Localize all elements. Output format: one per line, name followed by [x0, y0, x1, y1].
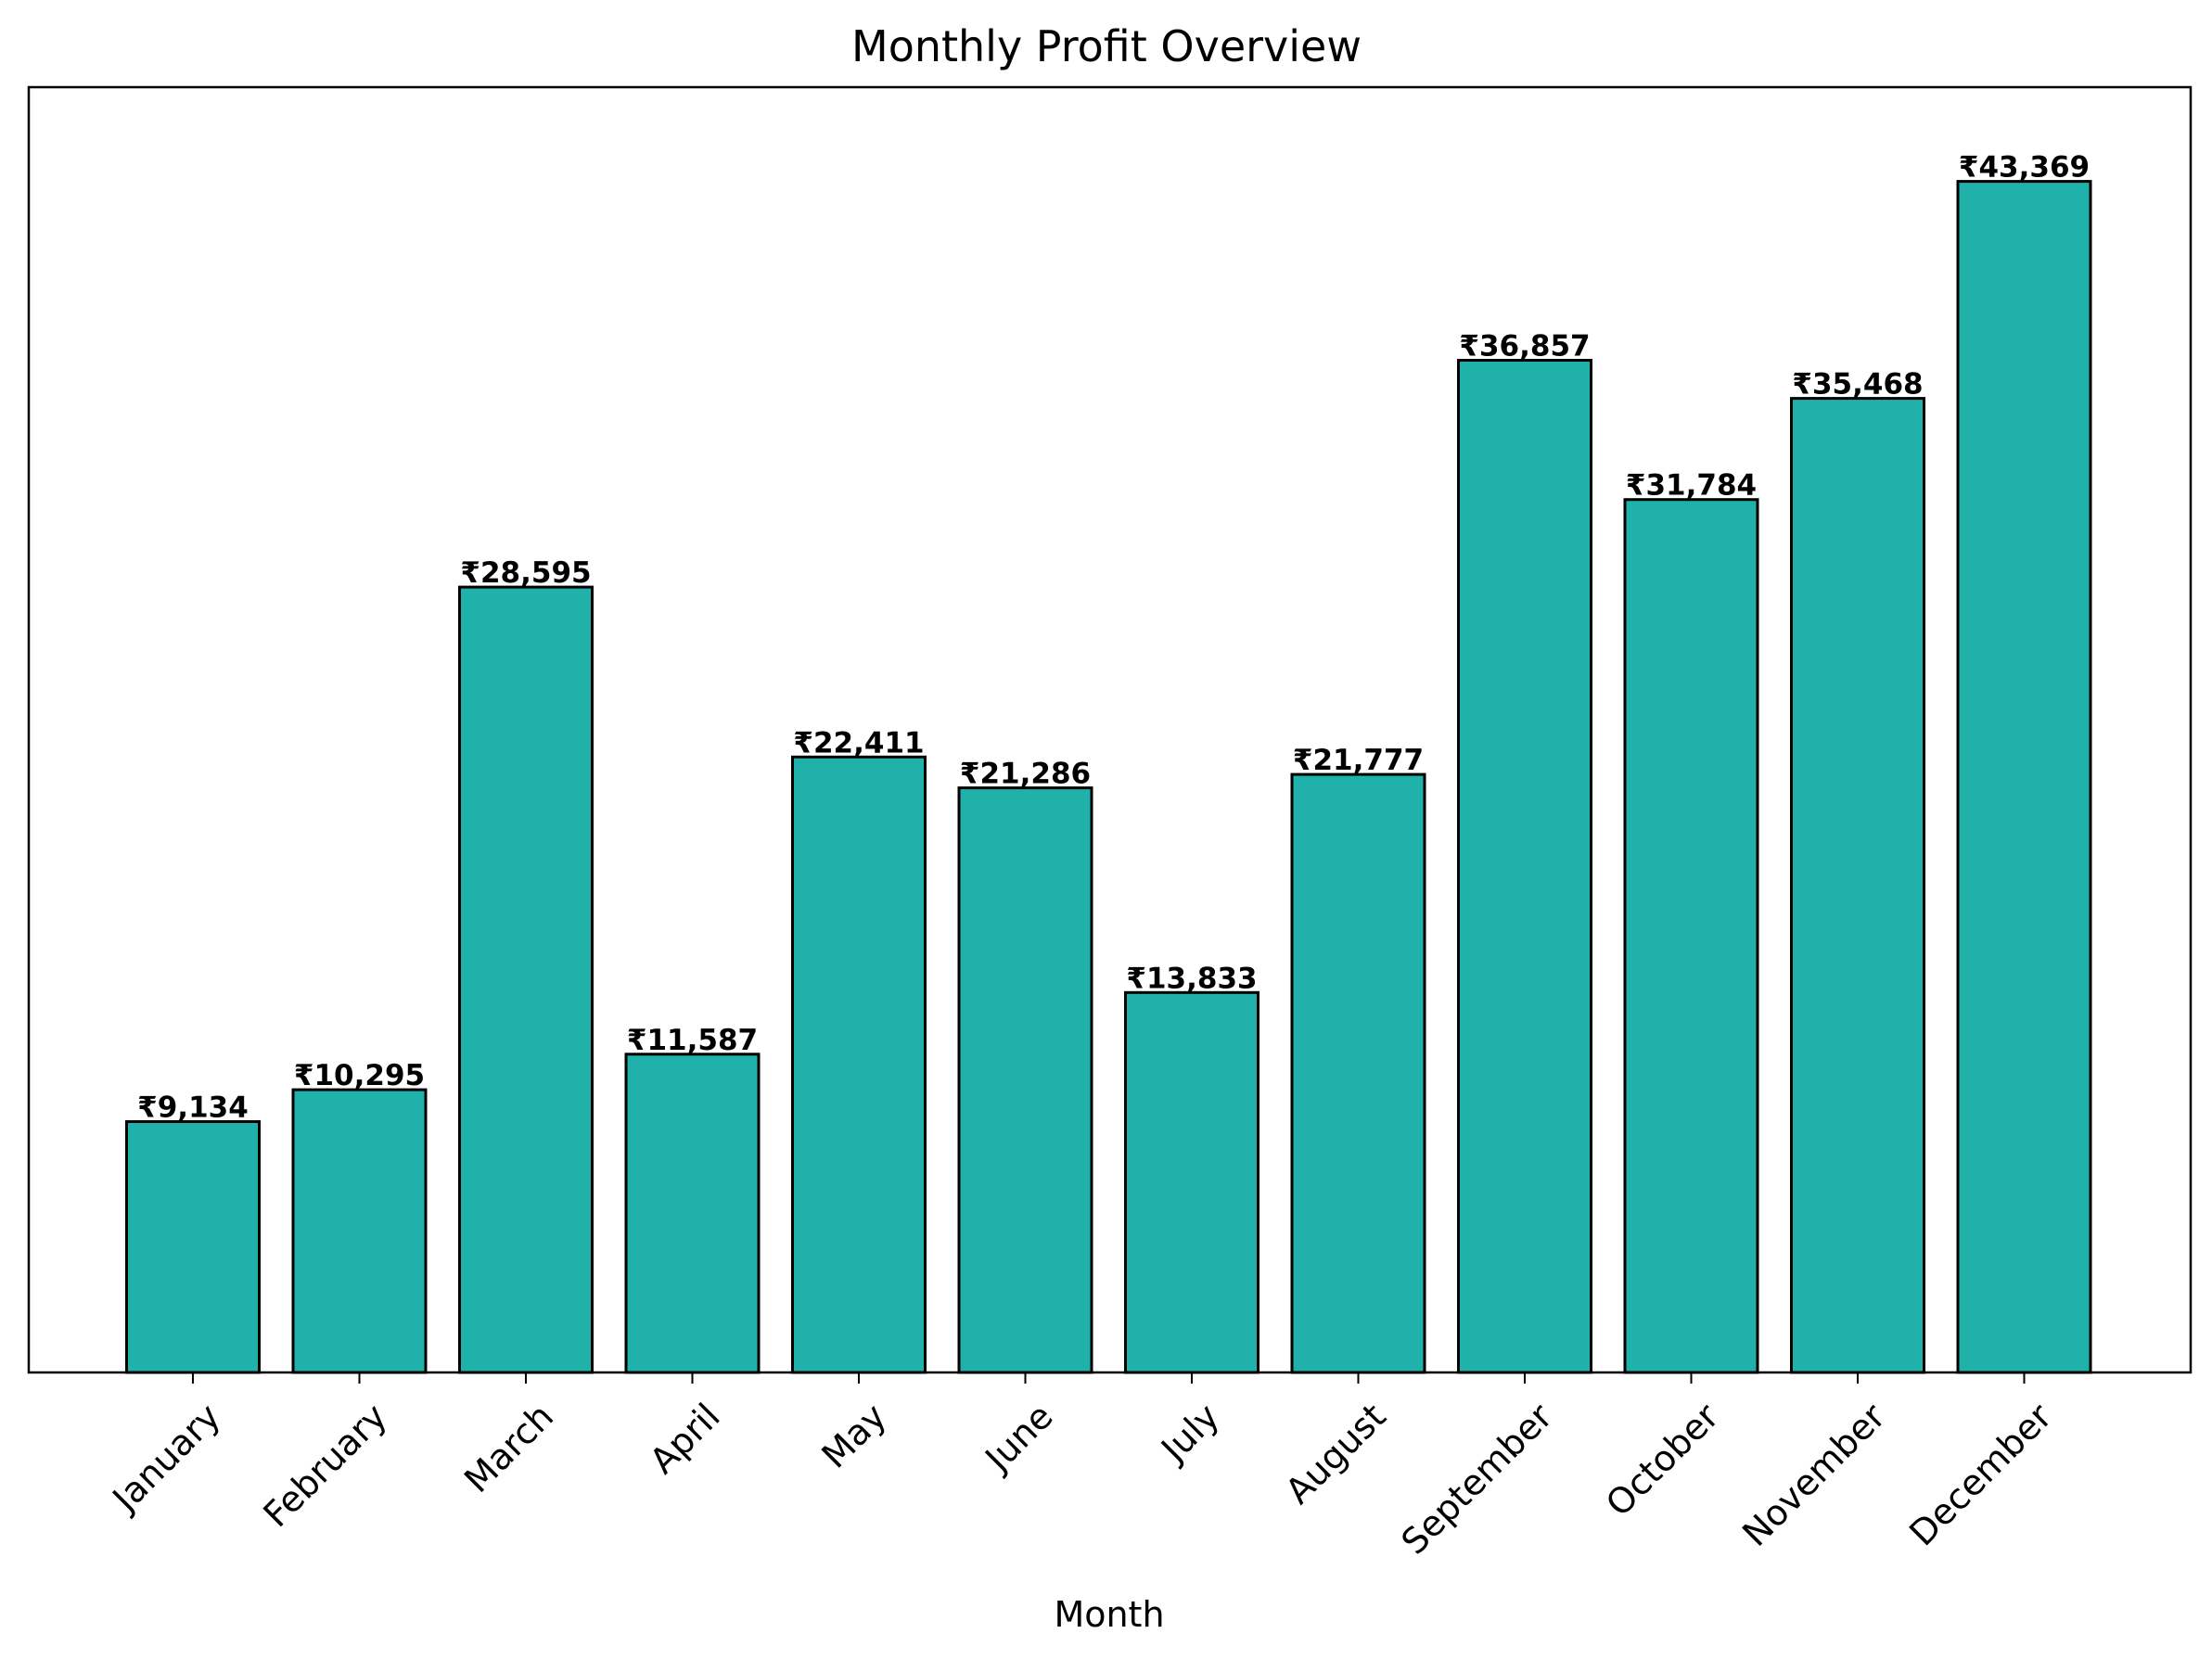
bar-july	[1124, 990, 1259, 1374]
x-tick-label-december: December	[1901, 1396, 2060, 1554]
x-tick-label-april: April	[642, 1396, 728, 1482]
bar-june	[957, 786, 1093, 1374]
data-label-december: ₹43,369	[1959, 151, 2090, 185]
value-labels-layer: ₹9,134 ₹10,295 ₹28,595 ₹11,587 ₹22,411 ₹21,28…	[137, 151, 2090, 1125]
x-tick-label-october: October	[1598, 1396, 1727, 1525]
x-axis-label: Month	[1054, 1594, 1164, 1635]
bar-october	[1623, 498, 1759, 1374]
data-label-november: ₹35,468	[1792, 368, 1923, 402]
bar-april	[624, 1053, 761, 1374]
bar-february	[291, 1088, 428, 1374]
x-tick-label-march: March	[456, 1396, 561, 1500]
bar-august	[1290, 772, 1426, 1374]
x-tick-label-july: July	[1152, 1396, 1227, 1471]
bar-january	[125, 1120, 261, 1374]
plot-area-frame	[27, 85, 2193, 1374]
data-label-september: ₹36,857	[1459, 330, 1590, 364]
bar-march	[458, 585, 594, 1374]
x-axis-ticks: January February March April May June July Augu…	[104, 1372, 2060, 1563]
data-label-march: ₹28,595	[460, 556, 591, 590]
bar-december	[1956, 180, 2092, 1374]
x-tick-label-february: February	[255, 1396, 394, 1535]
bar-may	[791, 755, 927, 1374]
x-tick-label-january: January	[104, 1396, 228, 1520]
data-label-october: ₹31,784	[1626, 469, 1757, 503]
data-label-april: ₹11,587	[627, 1024, 758, 1057]
chart-title: Monthly Profit Overview	[851, 21, 1362, 71]
x-tick-label-june: June	[977, 1396, 1061, 1480]
bar-september	[1457, 359, 1592, 1374]
bars-layer	[125, 180, 2092, 1374]
data-label-july: ₹13,833	[1126, 962, 1257, 995]
x-tick-label-september: September	[1394, 1396, 1561, 1563]
data-label-may: ₹22,411	[793, 726, 924, 759]
x-tick-label-november: November	[1734, 1396, 1893, 1554]
x-tick-label-may: May	[813, 1396, 894, 1476]
data-label-june: ₹21,286	[960, 758, 1091, 791]
data-label-january: ₹9,134	[137, 1091, 249, 1125]
data-label-august: ₹21,777	[1293, 744, 1424, 777]
data-label-february: ₹10,295	[294, 1059, 425, 1092]
bar-november	[1790, 397, 1925, 1374]
x-tick-label-august: August	[1278, 1396, 1394, 1512]
